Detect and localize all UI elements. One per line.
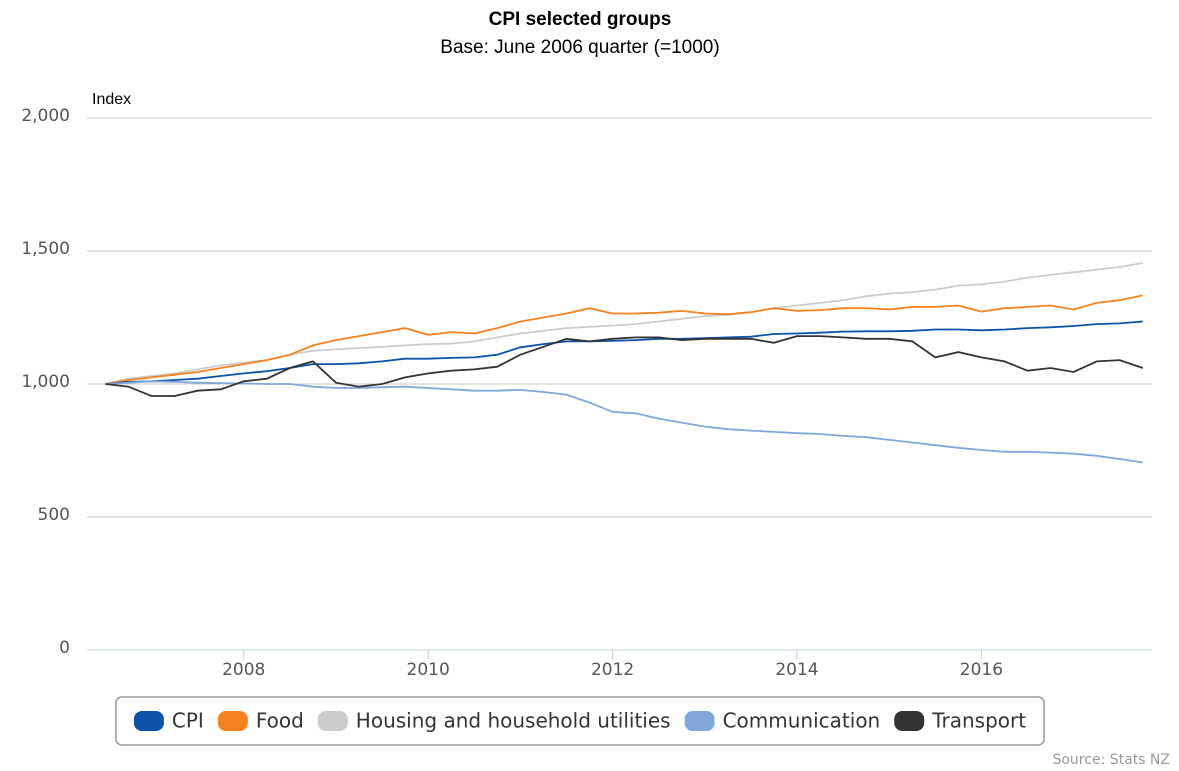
series-line (105, 262, 1143, 385)
legend-swatch[interactable] (684, 711, 715, 731)
legend-label[interactable]: Food (256, 709, 304, 733)
series-line (105, 380, 1143, 464)
legend-label[interactable]: Communication (723, 709, 881, 733)
y-axis-label: Index (92, 91, 131, 108)
series-line (105, 335, 1144, 397)
legend-swatch[interactable] (133, 711, 164, 731)
legend-swatch[interactable] (894, 711, 925, 731)
legend-swatch[interactable] (317, 711, 348, 731)
y-tick-label: 2,000 (21, 106, 70, 126)
legend-label[interactable]: CPI (172, 709, 204, 733)
x-tick-label: 2010 (407, 660, 450, 680)
x-tick-label: 2014 (775, 660, 818, 680)
source-note: Source: Stats NZ (1052, 752, 1170, 768)
y-tick-label: 1,000 (21, 372, 70, 392)
x-tick-label: 2008 (222, 660, 265, 680)
series-line (105, 320, 1143, 385)
legend-swatch[interactable] (217, 711, 248, 731)
chart-subtitle: Base: June 2006 quarter (=1000) (440, 37, 719, 58)
y-tick-label: 0 (59, 638, 70, 658)
legend-label[interactable]: Housing and household utilities (356, 709, 671, 733)
chart-title: CPI selected groups (489, 9, 672, 30)
y-tick-label: 1,500 (21, 239, 70, 259)
x-tick-label: 2016 (960, 660, 1003, 680)
legend (115, 696, 1045, 746)
x-tick-label: 2012 (591, 660, 634, 680)
legend-label[interactable]: Transport (931, 709, 1026, 733)
y-tick-label: 500 (38, 505, 70, 525)
series-line (105, 294, 1143, 385)
